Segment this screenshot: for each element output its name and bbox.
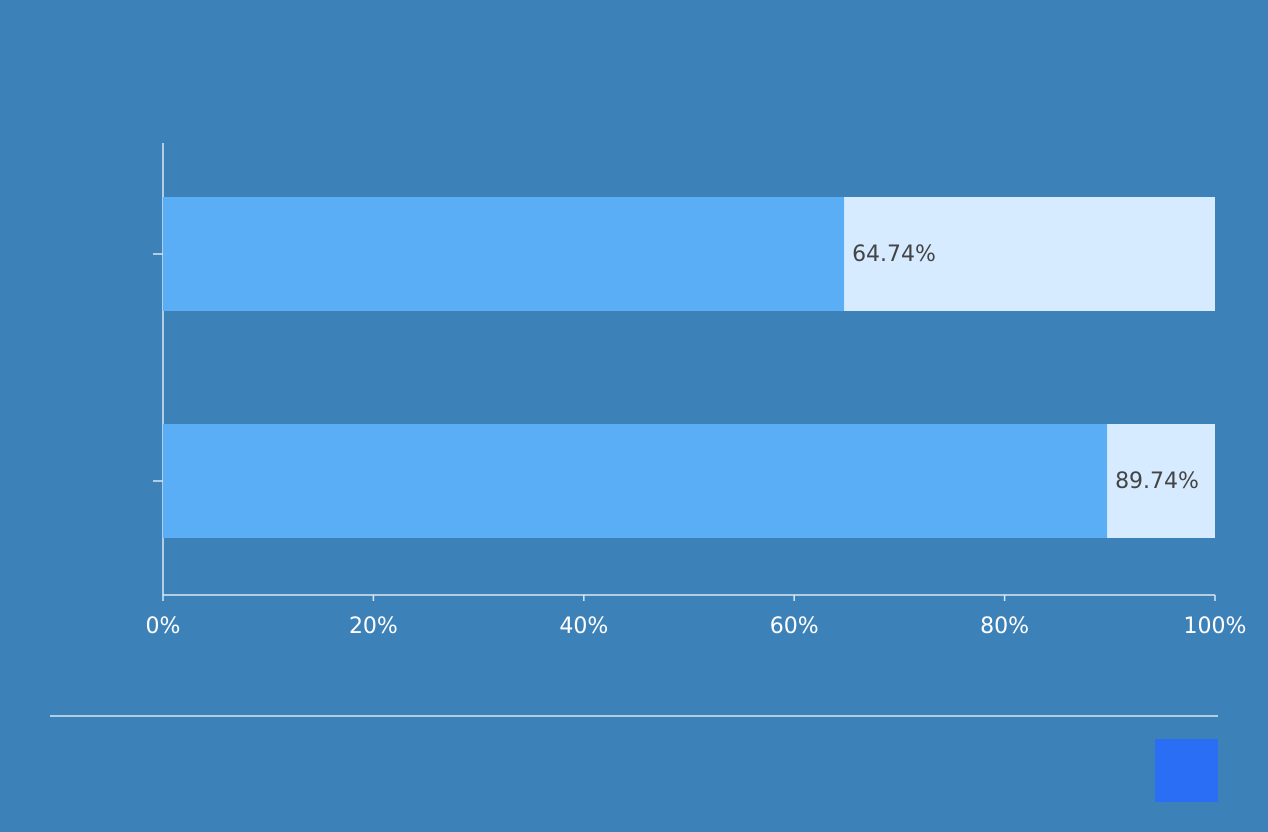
x-tick-label: 40% xyxy=(559,614,608,639)
value-label: 89.74% xyxy=(1115,469,1199,494)
bar xyxy=(163,424,1108,538)
x-tick-label: 20% xyxy=(349,614,398,639)
x-tick-label: 60% xyxy=(770,614,819,639)
bar xyxy=(163,197,845,311)
x-tick-label: 100% xyxy=(1184,614,1247,639)
corner-square xyxy=(1155,739,1218,802)
x-tick-label: 80% xyxy=(980,614,1029,639)
value-label: 64.74% xyxy=(852,242,936,267)
x-tick-label: 0% xyxy=(146,614,181,639)
